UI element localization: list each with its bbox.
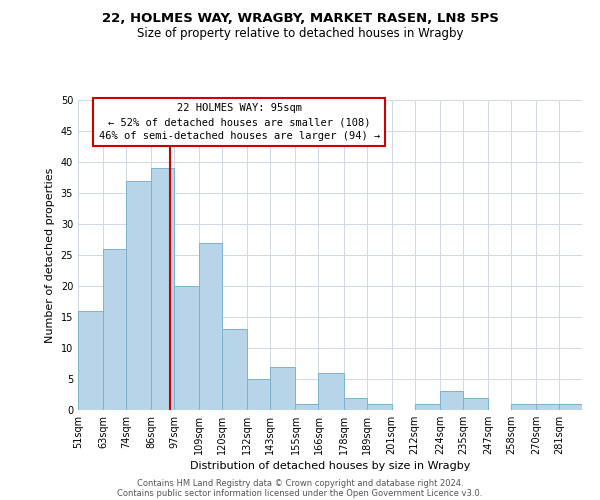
Bar	[247, 379, 271, 410]
Bar	[222, 330, 247, 410]
Bar	[126, 180, 151, 410]
Bar	[367, 404, 392, 410]
Text: Contains public sector information licensed under the Open Government Licence v3: Contains public sector information licen…	[118, 488, 482, 498]
Bar	[463, 398, 488, 410]
Bar	[415, 404, 440, 410]
Bar	[344, 398, 367, 410]
Bar	[174, 286, 199, 410]
Text: 22 HOLMES WAY: 95sqm
← 52% of detached houses are smaller (108)
46% of semi-deta: 22 HOLMES WAY: 95sqm ← 52% of detached h…	[98, 103, 380, 141]
Bar	[151, 168, 174, 410]
X-axis label: Distribution of detached houses by size in Wragby: Distribution of detached houses by size …	[190, 461, 470, 471]
Bar	[319, 373, 344, 410]
Text: Size of property relative to detached houses in Wragby: Size of property relative to detached ho…	[137, 28, 463, 40]
Bar	[271, 366, 295, 410]
Bar	[295, 404, 319, 410]
Bar	[536, 404, 559, 410]
Bar	[199, 242, 222, 410]
Bar	[103, 249, 126, 410]
Bar	[559, 404, 582, 410]
Bar	[78, 311, 103, 410]
Y-axis label: Number of detached properties: Number of detached properties	[45, 168, 55, 342]
Text: Contains HM Land Registry data © Crown copyright and database right 2024.: Contains HM Land Registry data © Crown c…	[137, 478, 463, 488]
Text: 22, HOLMES WAY, WRAGBY, MARKET RASEN, LN8 5PS: 22, HOLMES WAY, WRAGBY, MARKET RASEN, LN…	[101, 12, 499, 26]
Bar	[440, 392, 463, 410]
Bar	[511, 404, 536, 410]
